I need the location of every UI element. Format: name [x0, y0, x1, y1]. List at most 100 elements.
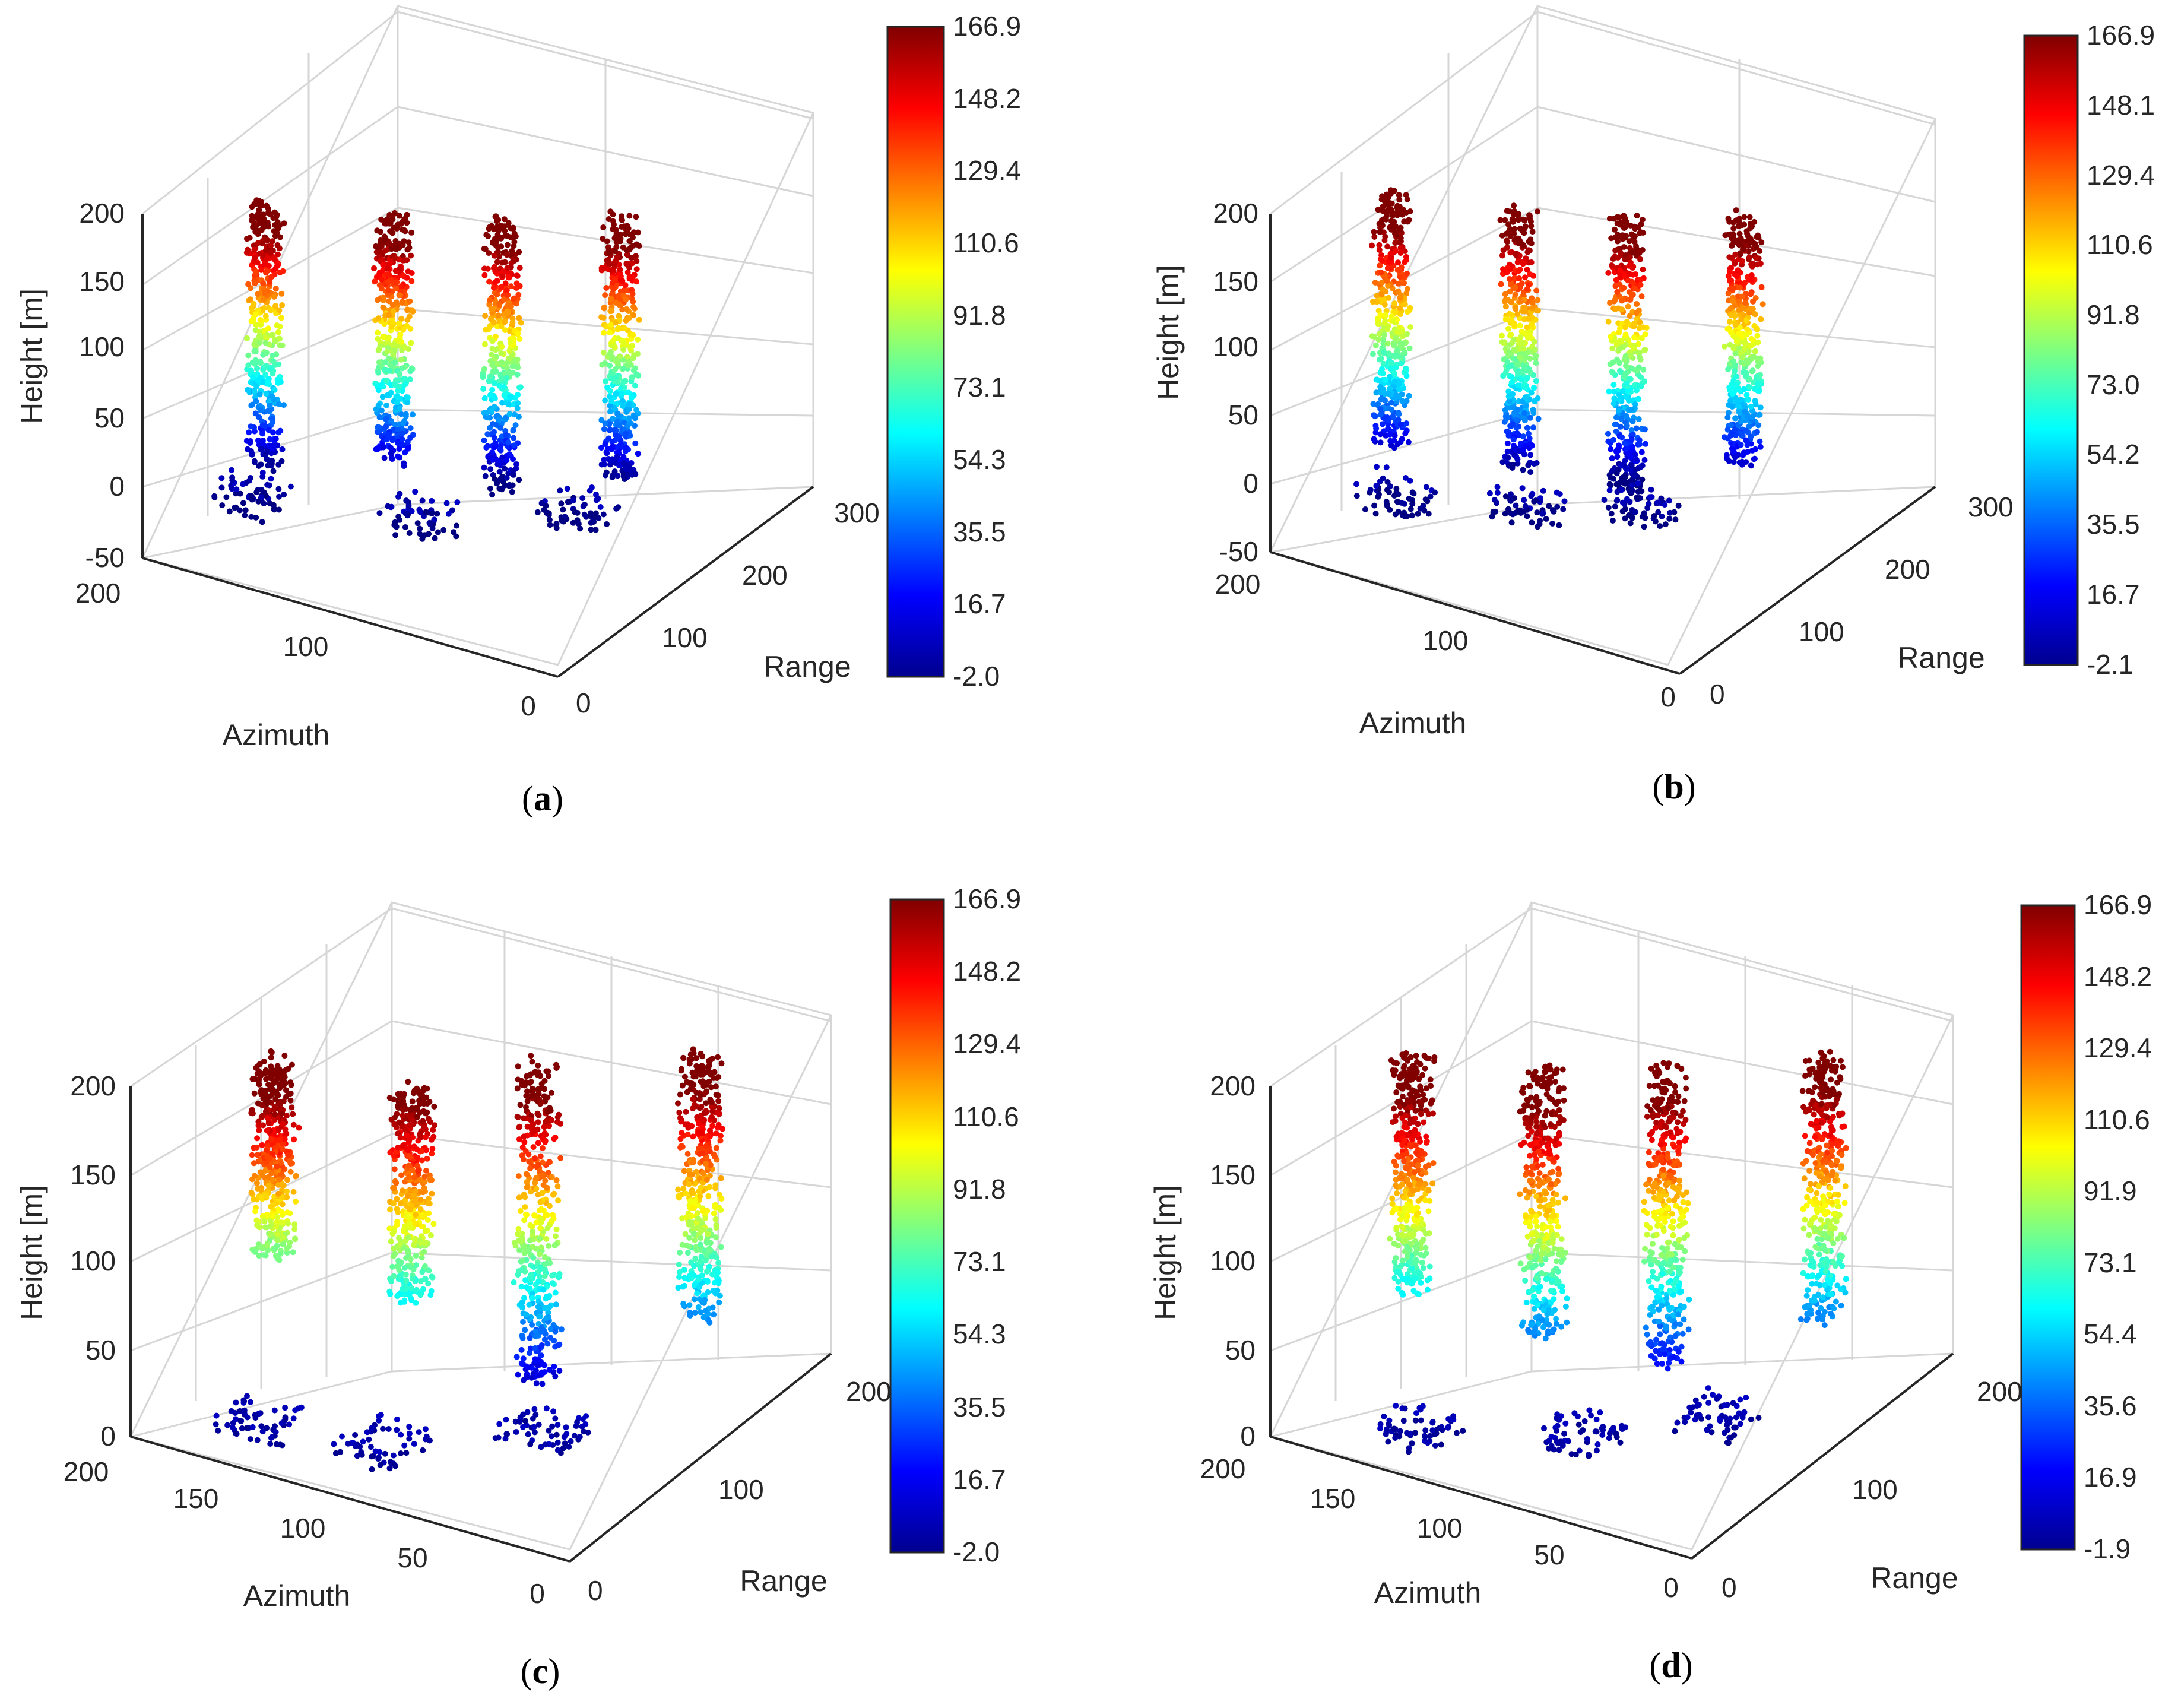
scatter-point — [623, 431, 629, 437]
scatter-point — [532, 1180, 538, 1186]
scatter-point — [1667, 509, 1673, 516]
scatter-point — [1533, 360, 1539, 366]
scatter-point — [422, 1228, 429, 1234]
scatter-point — [1635, 416, 1642, 422]
scatter-point — [397, 405, 402, 412]
height-tick-label: 50 — [1228, 400, 1258, 430]
scatter-point — [488, 306, 494, 312]
scatter-point — [1511, 202, 1517, 209]
scatter-point — [1514, 456, 1521, 462]
scatter-point — [284, 1209, 290, 1216]
scatter-point — [1403, 253, 1409, 260]
scatter-point — [1520, 261, 1526, 267]
scatter-point — [263, 335, 270, 341]
scatter-point — [408, 508, 415, 514]
scatter-point — [514, 371, 521, 378]
scatter-point — [549, 1089, 555, 1096]
scatter-point — [521, 1133, 527, 1140]
scatter-point — [1404, 309, 1410, 315]
scatter-point — [481, 464, 487, 471]
scatter-point — [1628, 406, 1634, 413]
scatter-point — [375, 244, 381, 251]
azimuth-tick-label: 0 — [530, 1578, 545, 1609]
scatter-point — [497, 442, 504, 449]
scatter-point — [256, 328, 263, 335]
scatter-point — [547, 522, 553, 528]
scatter-point — [500, 296, 507, 303]
scatter-point — [414, 520, 421, 527]
scatter-point — [1754, 381, 1761, 387]
scatter-point — [603, 469, 610, 476]
scatter-point — [270, 352, 276, 359]
scatter-point — [532, 1345, 538, 1351]
scatter-point — [268, 1048, 274, 1054]
scatter-point — [406, 1220, 413, 1227]
scatter-point — [1726, 319, 1733, 325]
scatter-point — [1512, 291, 1518, 298]
scatter-point — [400, 1113, 406, 1119]
scatter-point — [1505, 506, 1511, 512]
scatter-point — [515, 1063, 521, 1070]
scatter-point — [502, 319, 508, 325]
scatter-point — [380, 334, 386, 340]
scatter-point — [1377, 406, 1384, 412]
scatter-point — [581, 501, 588, 508]
scatter-point — [1377, 431, 1384, 438]
scatter-point — [1730, 358, 1737, 365]
scatter-point — [539, 1381, 546, 1387]
scatter-point — [518, 319, 524, 326]
scatter-point — [292, 1235, 298, 1242]
scatter-point — [1384, 479, 1391, 485]
scatter-point — [1623, 466, 1629, 473]
scatter-point — [553, 522, 559, 528]
scatter-point — [1407, 324, 1413, 331]
scatter-point — [265, 1115, 271, 1121]
scatter-point — [549, 1218, 555, 1224]
scatter-point — [378, 382, 384, 388]
scatter-point — [489, 362, 495, 369]
scatter-point — [1748, 261, 1755, 268]
scatter-point — [506, 411, 513, 417]
scatter-point — [502, 465, 508, 472]
scatter-point — [417, 1206, 424, 1212]
scatter-point — [262, 221, 268, 228]
scatter-point — [246, 429, 252, 436]
scatter-point — [1605, 270, 1612, 276]
scatter-point — [619, 278, 626, 284]
scatter-point — [413, 1262, 419, 1269]
scatter-point — [491, 264, 497, 270]
scatter-point — [430, 1221, 437, 1227]
scatter-point — [1644, 505, 1651, 511]
scatter-point — [252, 311, 259, 318]
scatter-point — [394, 279, 400, 286]
panel-b-height-ticks: 200 150 100 50 0 -50 — [1213, 198, 1258, 567]
scatter-point — [1510, 391, 1516, 397]
scatter-point — [1608, 511, 1615, 517]
azimuth-tick-label: 100 — [280, 1513, 326, 1544]
scatter-point — [1511, 346, 1517, 353]
scatter-point — [406, 1137, 413, 1143]
scatter-point — [601, 305, 607, 312]
scatter-point — [274, 219, 281, 226]
scatter-point — [1624, 219, 1630, 226]
scatter-point — [265, 325, 271, 332]
scatter-point — [1657, 523, 1663, 530]
scatter-point — [453, 533, 459, 540]
scatter-point — [395, 1257, 402, 1264]
scatter-point — [271, 228, 277, 235]
scatter-point — [530, 1254, 537, 1261]
scatter-point — [417, 531, 423, 537]
scatter-point — [1732, 260, 1738, 267]
scatter-point — [1622, 440, 1628, 446]
scatter-point — [1609, 345, 1616, 351]
panel-a-grid — [141, 5, 815, 666]
scatter-point — [1529, 305, 1535, 311]
scatter-point — [1522, 503, 1529, 509]
scatter-point — [424, 1155, 430, 1162]
scatter-point — [264, 1127, 270, 1134]
scatter-point — [406, 1174, 413, 1180]
scatter-point — [252, 1208, 259, 1215]
scatter-point — [1754, 373, 1760, 380]
scatter-point — [538, 500, 545, 506]
scatter-point — [503, 414, 509, 421]
